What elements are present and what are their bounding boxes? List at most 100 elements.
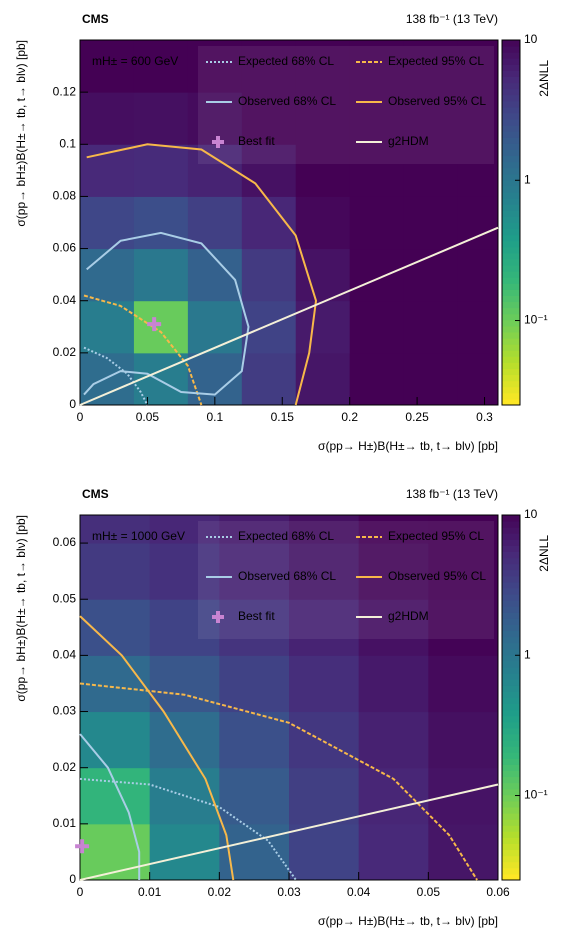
colorbar-step [502, 161, 520, 169]
colorbar-step [502, 849, 520, 857]
heat-cell [80, 767, 151, 825]
colorbar-step [502, 368, 520, 376]
colorbar-step [502, 709, 520, 717]
heat-cell [403, 300, 459, 354]
mass-annotation: mH± = 1000 GeV [92, 529, 185, 543]
experiment-label: CMS [82, 12, 109, 26]
colorbar-tick-label: 10⁻¹ [524, 788, 548, 802]
colorbar-step [502, 685, 520, 692]
y-tick-label: 0.02 [53, 345, 77, 359]
heat-cell [457, 92, 499, 145]
colorbar-step [502, 715, 520, 723]
colorbar-step [502, 52, 520, 59]
colorbar-tick-label: 1 [524, 647, 531, 661]
heat-cell [295, 196, 351, 250]
colorbar-step [502, 813, 520, 820]
heat-cell [403, 248, 459, 302]
colorbar-tick-label: 10⁻¹ [524, 313, 548, 327]
colorbar-step [502, 332, 520, 339]
x-tick-label: 0.05 [136, 410, 160, 424]
heat-cell [80, 248, 135, 302]
lumi-label: 138 fb⁻¹ (13 TeV) [406, 487, 498, 501]
heat-cell [289, 823, 360, 881]
colorbar-step [502, 125, 520, 132]
heat-cell [187, 300, 243, 354]
colorbar-step [502, 691, 520, 698]
colorbar-step [502, 283, 520, 290]
legend-marker [212, 611, 224, 623]
colorbar-step [502, 624, 520, 632]
colorbar-step [502, 764, 520, 771]
heat-cell [80, 92, 135, 145]
colorbar-step [502, 588, 520, 595]
heat-cell [349, 248, 405, 302]
heat-cell [403, 92, 459, 145]
x-tick-label: 0.05 [417, 885, 441, 899]
colorbar-step [502, 252, 520, 260]
heat-cell [133, 144, 189, 197]
colorbar-step [502, 612, 520, 619]
colorbar-step [502, 392, 520, 400]
colorbar-step [502, 600, 520, 607]
heat-cell [133, 92, 189, 145]
heat-cell [133, 196, 189, 250]
colorbar-step [502, 179, 520, 187]
heat-cell [219, 767, 290, 825]
heat-cell [241, 144, 297, 197]
colorbar-step [502, 131, 520, 138]
colorbar-step [502, 557, 520, 565]
colorbar-step [502, 545, 520, 552]
colorbar-step [502, 661, 520, 668]
colorbar-step [502, 569, 520, 577]
colorbar-step [502, 173, 520, 181]
colorbar-step [502, 575, 520, 583]
colorbar-step [502, 374, 520, 382]
colorbar-step [502, 800, 520, 808]
heat-cell [295, 248, 351, 302]
colorbar-step [502, 198, 520, 205]
heat-cell [403, 144, 459, 197]
colorbar-step [502, 533, 520, 540]
heat-cell [241, 92, 297, 145]
heat-cell [295, 352, 351, 406]
contour-line [79, 783, 499, 881]
heat-cell [133, 40, 189, 93]
heat-cell [149, 655, 220, 713]
heat-cell [149, 543, 220, 600]
heat-cell [457, 248, 499, 302]
heat-cell [80, 40, 135, 93]
colorbar-step [502, 867, 520, 875]
colorbar-step [502, 581, 520, 589]
colorbar-step [502, 186, 520, 193]
heat-cell [295, 144, 351, 197]
colorbar-step [502, 344, 520, 351]
legend-label: Expected 95% CL [388, 529, 484, 543]
colorbar-step [502, 100, 520, 108]
y-tick-label: 0 [69, 397, 76, 411]
heat-cell [133, 248, 189, 302]
x-tick-label: 0.15 [271, 410, 295, 424]
colorbar-step [502, 740, 520, 747]
x-tick-label: 0.04 [347, 885, 371, 899]
heat-cell [358, 543, 429, 600]
heat-cell [80, 515, 151, 544]
colorbar-step [502, 642, 520, 650]
contour-line [79, 682, 478, 881]
colorbar-step [502, 143, 520, 150]
colorbar-step [502, 271, 520, 278]
heat-cell [457, 144, 499, 197]
heat-cell [428, 767, 499, 825]
colorbar-step [502, 697, 520, 705]
x-tick-label: 0.25 [405, 410, 429, 424]
best-fit-marker [147, 317, 162, 332]
x-tick-label: 0.3 [476, 410, 493, 424]
y-tick-label: 0.03 [53, 704, 77, 718]
heat-cell [289, 711, 360, 769]
heat-cell [149, 767, 220, 825]
colorbar-step [502, 819, 520, 826]
colorbar-step [502, 356, 520, 363]
x-tick-label: 0.03 [277, 885, 301, 899]
colorbar-step [502, 113, 520, 120]
colorbar-label: 2ΔNLL [537, 535, 551, 572]
colorbar-step [502, 673, 520, 680]
